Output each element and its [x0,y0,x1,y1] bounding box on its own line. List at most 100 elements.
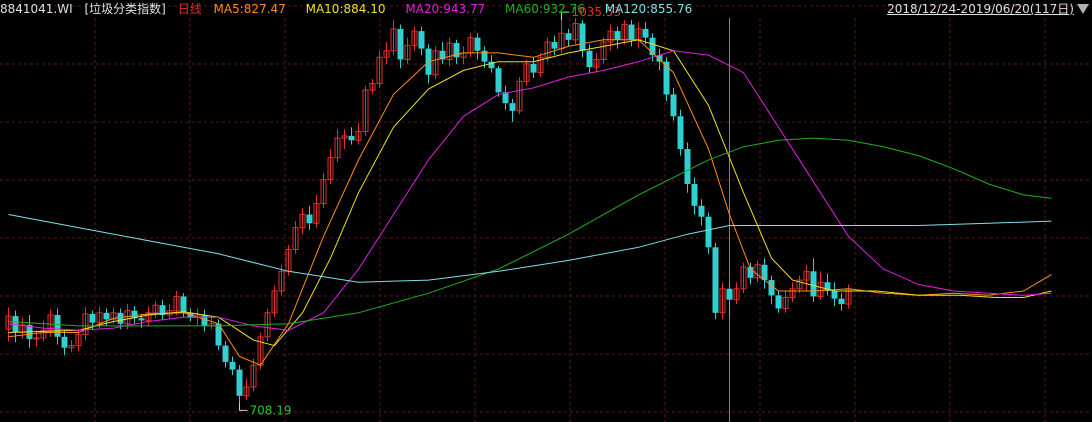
ma-line-ma20 [8,50,1052,331]
candle-body [110,312,117,320]
index-name: [垃圾分类指数] [84,2,166,16]
ma120-label: MA120:855.76 [604,2,693,16]
candle-body [40,329,47,339]
candle-body [733,288,740,301]
candle-body [565,33,572,40]
date-range-selector[interactable]: 2018/12/24-2019/06/20(117日) [887,2,1074,16]
candle-body [159,305,166,315]
candle-body [131,310,138,319]
candle-body [96,312,103,324]
candle-body [439,50,446,60]
candle-body [523,63,530,82]
candle-body [831,290,838,299]
candle-body [103,312,110,320]
candle-body [642,28,649,38]
candle-body [698,205,705,217]
candle-body [474,37,481,51]
ma-line-ma10 [8,39,1052,347]
candle-body [362,89,369,133]
candle-body [593,58,600,68]
candle-body [607,30,614,43]
candle-body [390,28,397,52]
candle-body [712,247,719,313]
candle-body [33,337,40,340]
ma5-label: MA5:827.47 [213,2,286,16]
candle-body [600,41,607,60]
ma-line-ma60 [8,137,1052,327]
candle-body [306,214,313,224]
candle-body [537,56,544,74]
candle-body [341,135,348,139]
candle-body [726,288,733,300]
candle-body [138,318,145,321]
candle-body [754,264,761,279]
candle-body [495,68,502,93]
candle-body [215,323,222,346]
ma-line-ma120 [8,214,1052,283]
candle-body [47,314,54,331]
candle-body [747,266,754,278]
candle-body [663,61,670,95]
candle-body [670,94,677,117]
candle-body [628,24,635,40]
candle-body [810,271,817,297]
min-price-label: 708.19 [250,403,292,417]
candle-body [376,56,383,85]
candle-body [271,290,278,314]
candle-body [649,37,656,56]
candle-body [782,297,789,309]
ma-line-ma5 [8,39,1052,366]
candle-body [180,296,187,313]
candle-body [705,216,712,248]
candle-body [656,55,663,62]
max-price-label: 1035.53 [572,5,622,19]
candle-body [614,31,621,40]
candle-body [572,22,579,41]
candle-body [803,270,810,281]
candle-body [5,315,12,330]
candle-body [54,314,61,337]
candle-body [796,279,803,290]
candle-body [768,280,775,296]
candle-body [383,50,390,58]
candle-body [761,264,768,281]
min-pointer [239,402,248,411]
candle-body [432,50,439,76]
index-code: 8841041.WI [0,2,73,16]
candle-body [453,43,460,58]
candle-body [516,80,523,112]
candle-body [327,157,334,181]
candle-body [551,42,558,49]
candle-body [313,203,320,224]
candle-body [250,364,257,388]
candle-body [89,313,96,323]
candle-body [278,270,285,292]
candle-body [145,312,152,321]
candle-body [740,266,747,290]
candle-body [152,304,159,314]
candle-body [320,179,327,205]
candle-body [82,313,89,336]
candle-body [243,386,250,397]
candle-body [824,282,831,291]
ma60-label: MA60:932.76 [505,2,585,16]
candle-body [446,42,453,60]
candle-body [292,227,299,250]
ma10-label: MA10:884.10 [305,2,386,16]
candle-body [355,131,362,141]
period-label[interactable]: 日线 [177,2,202,16]
max-pointer [561,11,570,21]
dropdown-arrow-icon[interactable] [1077,4,1089,14]
candle-body [334,137,341,159]
candle-body [75,334,82,347]
candle-body [201,314,208,326]
ma20-label: MA20:943.77 [405,2,486,16]
candle-body [222,345,229,362]
candle-body [838,298,845,305]
candle-body [61,336,68,348]
candle-body [509,103,516,111]
candle-body [579,23,586,51]
candle-body [502,92,509,104]
